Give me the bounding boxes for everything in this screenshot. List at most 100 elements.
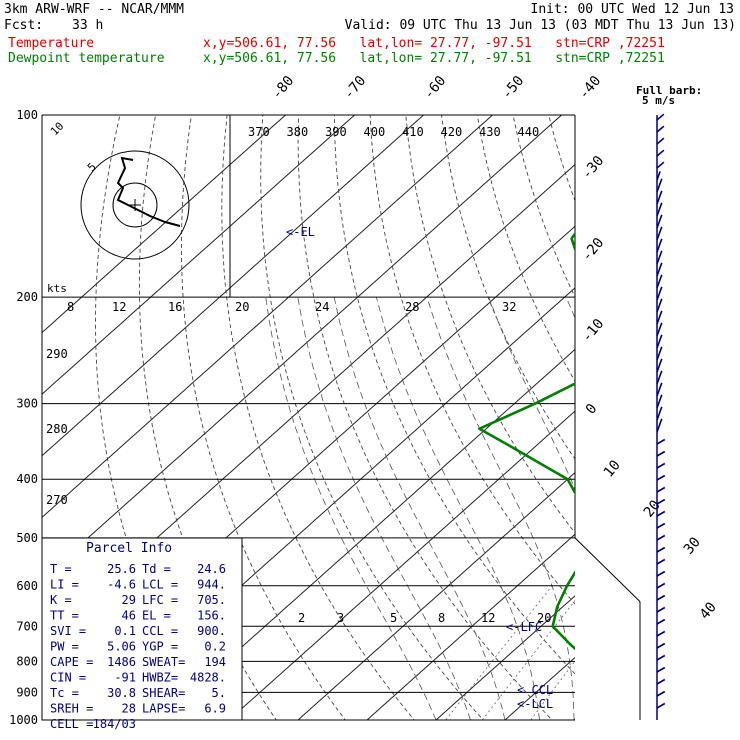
wind-barb (656, 678, 666, 685)
pressure-tick-label: 600 (16, 579, 38, 593)
parcel-field-label: SREH = (50, 702, 93, 716)
wind-barb (656, 582, 666, 589)
mixing-ratio-line (445, 585, 553, 720)
parcel-field-label: SWEAT= (142, 655, 185, 669)
wind-barb (656, 226, 663, 241)
isotherm-label: -50 (499, 73, 528, 103)
wind-barb (656, 534, 666, 541)
isotherm-label: -30 (579, 153, 608, 183)
theta-labels: 370 380 390 400 410 420 430 440 (248, 125, 539, 139)
parcel-field-label: CIN = (50, 671, 86, 685)
wind-barb (656, 149, 665, 157)
init-time: Init: 00 UTC Wed 12 Jun 13 (530, 2, 735, 17)
parcel-field-value: 24.6 (197, 562, 226, 576)
forecast-hours: 33 h (72, 18, 104, 33)
wind-barb (656, 642, 666, 649)
isotherm-label: -40 (576, 73, 605, 103)
pressure-tick-label: 800 (16, 654, 38, 668)
wind-barb (656, 250, 663, 265)
wind-barb (656, 171, 661, 181)
parcel-field-label: K = (50, 593, 72, 607)
wind-barb (656, 418, 663, 433)
wind-barb (656, 462, 666, 469)
parcel-info-title: Parcel Info (86, 541, 172, 556)
parcel-field-label: PW = (50, 640, 79, 654)
wind-barb (656, 438, 666, 445)
parcel-field-value: -91 (114, 671, 136, 685)
parcel-info-box: Parcel Info T = 25.6 Td = 24.6 LI = -4.6 LCL = 9… (41, 537, 243, 731)
wind-barb (656, 666, 666, 673)
moist-adiabat-line (265, 297, 437, 720)
parcel-field-value: 28 (122, 702, 136, 716)
location-info-temperature: x,y=506.61, 77.56 lat,lon= 27.77, -97.51… (203, 36, 665, 51)
level-markers: <-EL <-LFC < CCL<-LCL (286, 225, 553, 711)
legend-temperature: Temperature (8, 36, 95, 51)
isotherm-label: 20 (641, 497, 664, 520)
mixing-ratio-label: 3 (337, 611, 344, 625)
pressure-tick-label: 300 (16, 397, 38, 411)
wind-barb (656, 654, 666, 661)
hodograph-ring-outer (80, 150, 190, 260)
parcel-field-value: 5.06 (107, 640, 136, 654)
parcel-field-value: 156. (197, 609, 226, 623)
parcel-field-value: 184/03 (93, 717, 136, 731)
moist-adiabat-line (333, 297, 506, 720)
mixing-ratio-label: 2 (298, 611, 305, 625)
parcel-field-label: Tc = (50, 686, 79, 700)
barb-legend-value: 5 m/s (642, 94, 675, 107)
isotherm-label: 40 (697, 599, 720, 622)
temperature-line (617, 115, 717, 720)
wind-barb (656, 322, 663, 337)
wind-barb (656, 137, 665, 145)
parcel-field-value: 705. (197, 593, 226, 607)
parcel-field-label: LAPSE= (142, 702, 185, 716)
isotherm-line (573, 718, 575, 720)
wind-barb (656, 510, 666, 517)
theta-label: 430 (479, 125, 501, 139)
parcel-field-label: LCL = (142, 578, 178, 592)
pressure-tick-label: 1000 (9, 713, 38, 727)
lfc-marker: <-LFC (506, 620, 542, 634)
mixing-ratio-line (578, 586, 677, 720)
theta-label: 420 (441, 125, 463, 139)
moist-adiabat-line (712, 297, 740, 720)
dry-adiabat-line (260, 115, 484, 720)
wind-barb (656, 394, 663, 409)
legend-dewpoint: Dewpoint temperature (8, 51, 165, 66)
pressure-tick-label: 400 (16, 472, 38, 486)
wind-barb (656, 286, 663, 301)
wind-barb (656, 522, 666, 529)
lcl-marker: <-LCL (517, 697, 553, 711)
hodograph-ring-inner (112, 182, 158, 228)
parcel-field-value: 0.2 (204, 640, 226, 654)
wind-barb (656, 558, 666, 565)
wind-barb (656, 113, 665, 121)
speed-tick-label: 16 (168, 300, 182, 314)
dry-adiabat-line (656, 115, 740, 733)
parcel-field-label: YGP = (142, 640, 178, 654)
dry-adiabat-line (620, 115, 740, 733)
parcel-field-value: 0.1 (114, 624, 136, 638)
parcel-field-value: 46 (122, 609, 136, 623)
wind-barb (656, 498, 666, 505)
mixing-ratio-label: 5 (390, 611, 397, 625)
parcel-field-label: CAPE = (50, 655, 93, 669)
dry-adiabat-line (441, 115, 575, 460)
wind-barb (656, 606, 666, 613)
pressure-tick-label: 500 (16, 531, 38, 545)
wind-barb (656, 382, 663, 397)
theta-label: 370 (248, 125, 270, 139)
right-axis-slant (574, 537, 641, 602)
wind-barb (656, 450, 666, 457)
speed-tick-label: 28 (405, 300, 419, 314)
isotherm-label: -70 (341, 73, 370, 103)
mixing-ratio-label: 12 (481, 611, 495, 625)
forecast-label: Fcst: (4, 18, 44, 33)
dry-adiabat-line (585, 115, 740, 733)
parcel-field-value: 29 (122, 593, 136, 607)
isotherm-line (698, 102, 740, 733)
model-title: 3km ARW-WRF -- NCAR/MMM (4, 2, 185, 17)
dry-adiabat-line (692, 115, 740, 733)
hodograph-ring-label: 10 (48, 120, 67, 139)
